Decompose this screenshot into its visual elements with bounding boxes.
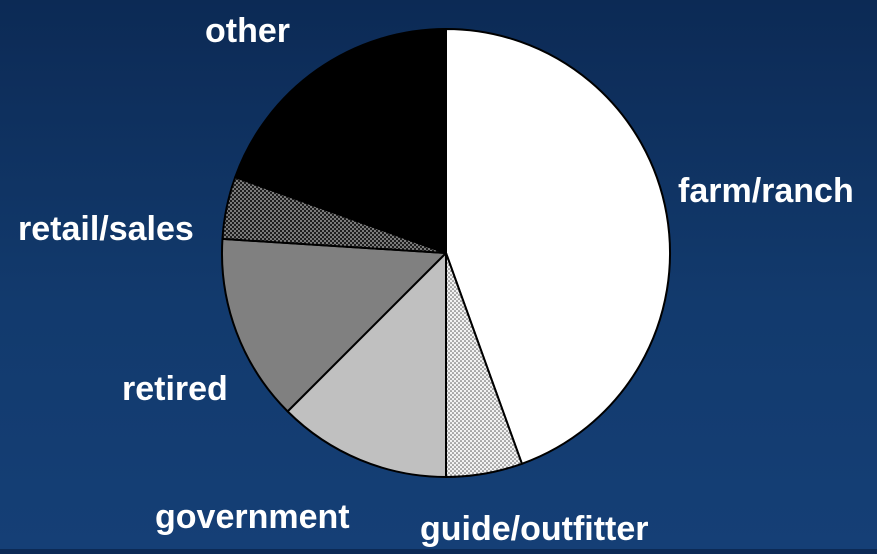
- pie-slice-retired: [221, 237, 447, 413]
- slice-label-guide-outfitter: guide/outfitter: [420, 510, 649, 548]
- slice-label-government: government: [155, 498, 350, 536]
- slice-label-retired: retired: [122, 370, 228, 408]
- slice-label-other: other: [205, 12, 290, 50]
- pie-slice-farm-ranch: [445, 28, 671, 465]
- slice-label-retail-sales: retail/sales: [18, 210, 194, 248]
- pie-slice-other: [234, 28, 447, 254]
- slice-label-farm-ranch: farm/ranch: [678, 172, 854, 210]
- pie-slice-government: [286, 252, 447, 478]
- pie-labels: farm/ranch guide/outfitter government re…: [18, 12, 854, 548]
- pie-slices: [221, 28, 671, 478]
